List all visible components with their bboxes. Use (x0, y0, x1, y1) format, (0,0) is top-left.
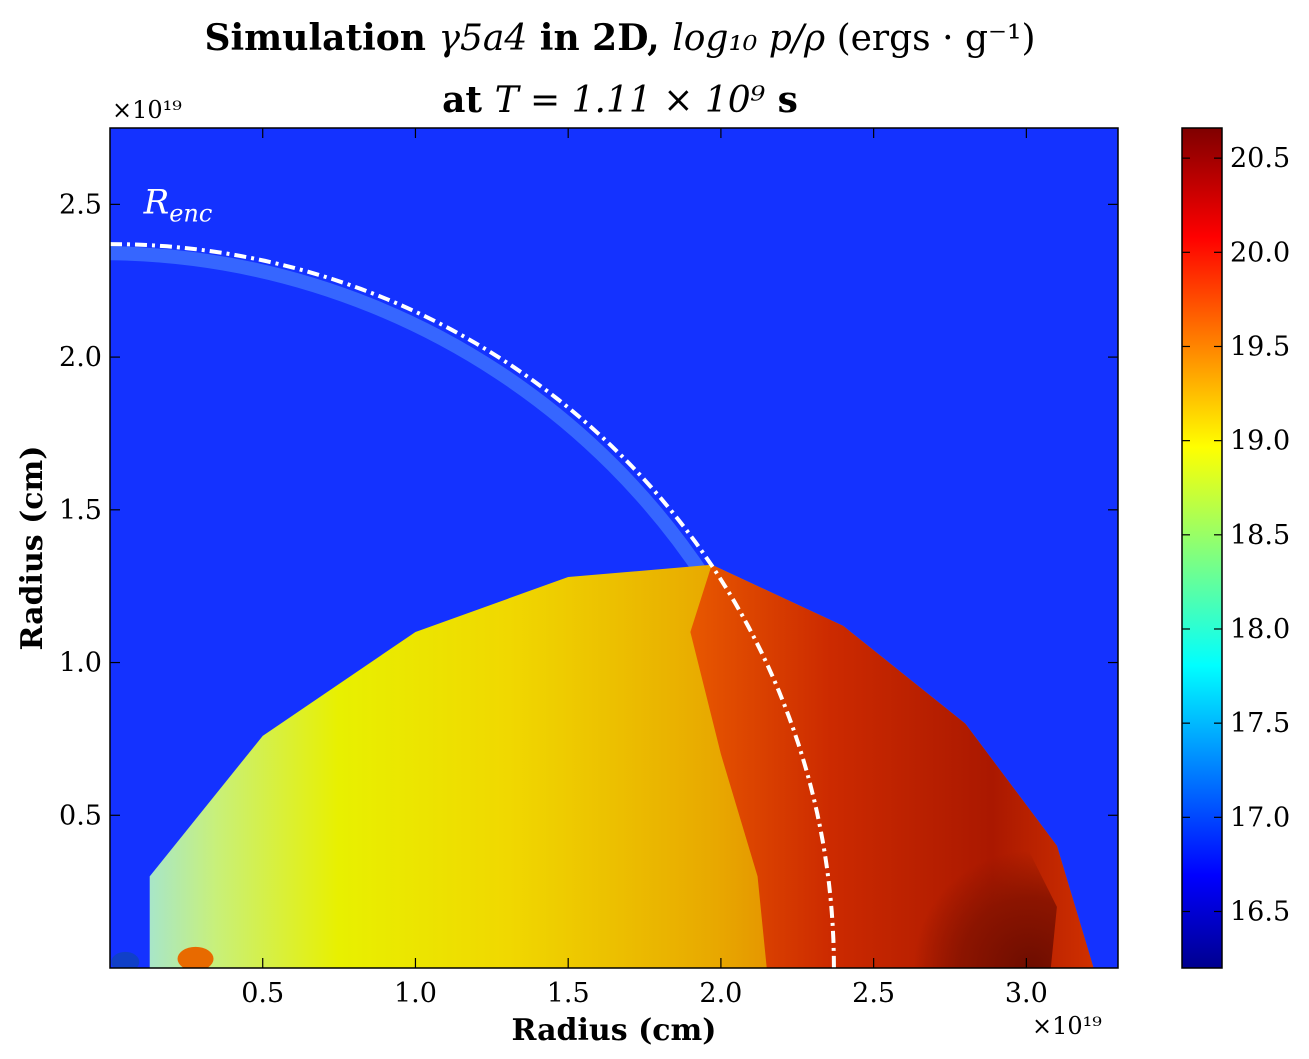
y-tick-label: 2.5 (59, 189, 102, 220)
colorbar-tick-label: 17.0 (1230, 802, 1290, 833)
x-tick-label: 1.5 (547, 978, 590, 1009)
colorbar-tick-label: 17.5 (1230, 708, 1290, 739)
colorbar-ticks: 16.5 17.0 17.5 18.0 18.5 19.0 19.5 20.0 20.5 (1182, 143, 1290, 927)
nozzle-cold-spot (111, 951, 140, 968)
colorbar-tick-label: 20.5 (1230, 143, 1290, 174)
chart-title-line1: Simulation γ5a4 in 2D, log₁₀ p/ρ (ergs ·… (204, 17, 1036, 59)
x-axis-multiplier: ×10¹⁹ (1032, 1012, 1102, 1040)
enclosing-radius-curve (110, 242, 836, 968)
x-tick-label: 2.0 (699, 978, 742, 1009)
x-tick-label: 1.0 (394, 978, 437, 1009)
colorbar-tick-label: 20.0 (1230, 237, 1290, 268)
y-tick-label: 1.5 (59, 495, 102, 526)
y-tick-label: 2.0 (59, 342, 102, 373)
colorbar-tick-label: 19.5 (1230, 331, 1290, 362)
colorbar-tick-label: 16.5 (1230, 896, 1290, 927)
axis-ticks: 0.5 1.0 1.5 2.0 2.5 3.0 0.5 1.0 1.5 2.0 2.5 (59, 128, 1118, 1009)
y-tick-label: 0.5 (59, 800, 102, 831)
x-tick-label: 2.5 (852, 978, 895, 1009)
plot-area (110, 128, 1118, 968)
x-tick-label: 3.0 (1005, 978, 1048, 1009)
chart-title-line2: at T = 1.11 × 10⁹ s (442, 79, 798, 121)
plot-frame (109, 127, 1119, 969)
jet-nozzle (177, 946, 214, 968)
y-axis-label: Radius (cm) (15, 446, 50, 651)
x-axis-label: Radius (cm) (512, 1013, 717, 1048)
colorbar-tick-label: 18.0 (1230, 614, 1290, 645)
colorbar (1181, 127, 1223, 969)
dark-core (843, 754, 1057, 968)
colorbar-tick-label: 19.0 (1230, 426, 1290, 457)
x-tick-label: 0.5 (241, 978, 284, 1009)
y-tick-label: 1.0 (59, 648, 102, 679)
colorbar-tick-label: 18.5 (1230, 520, 1290, 551)
y-axis-multiplier: ×10¹⁹ (112, 96, 182, 124)
